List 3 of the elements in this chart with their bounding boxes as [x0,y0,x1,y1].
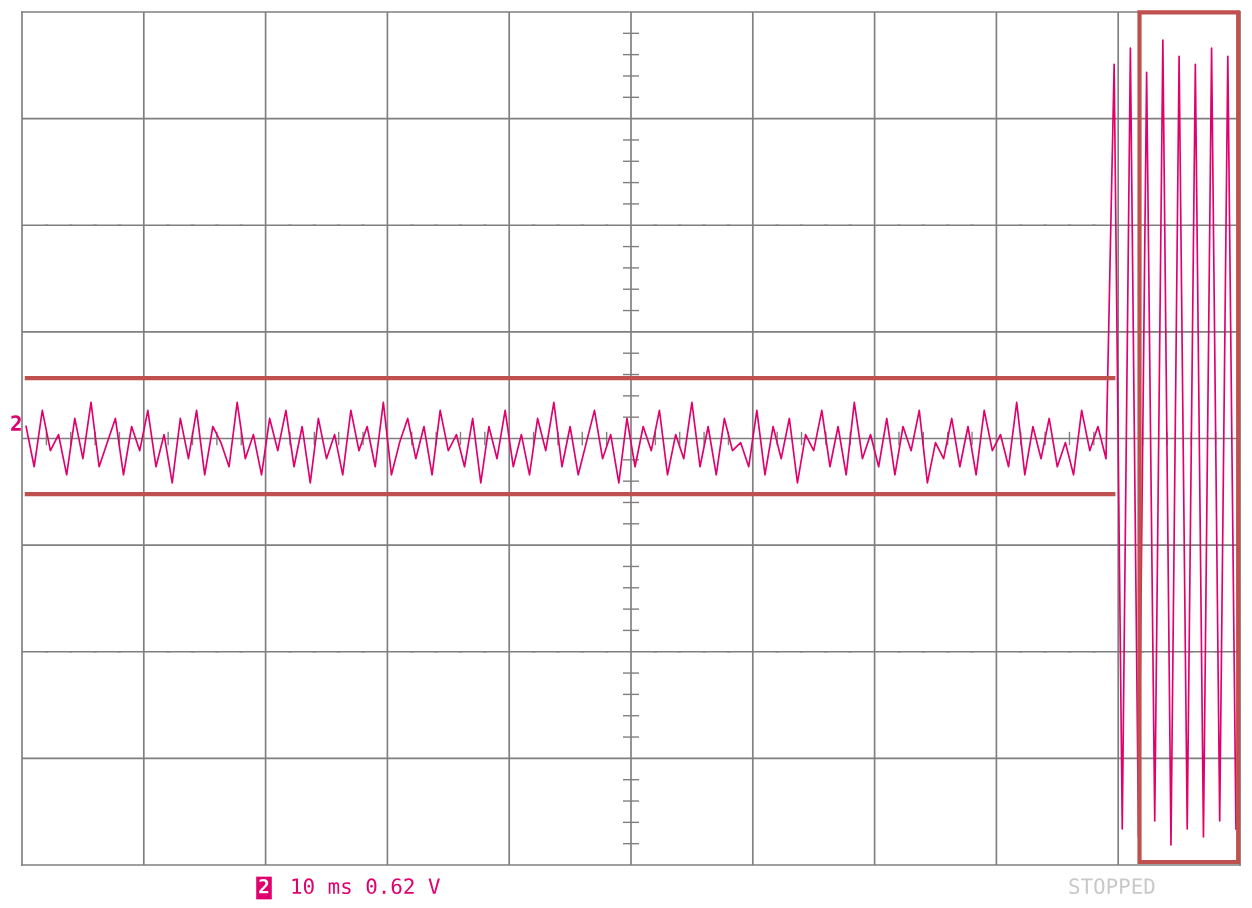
text: 2 [259,878,269,894]
text: 10 ms 0.62 V [292,878,440,895]
text: 2 [11,415,21,431]
